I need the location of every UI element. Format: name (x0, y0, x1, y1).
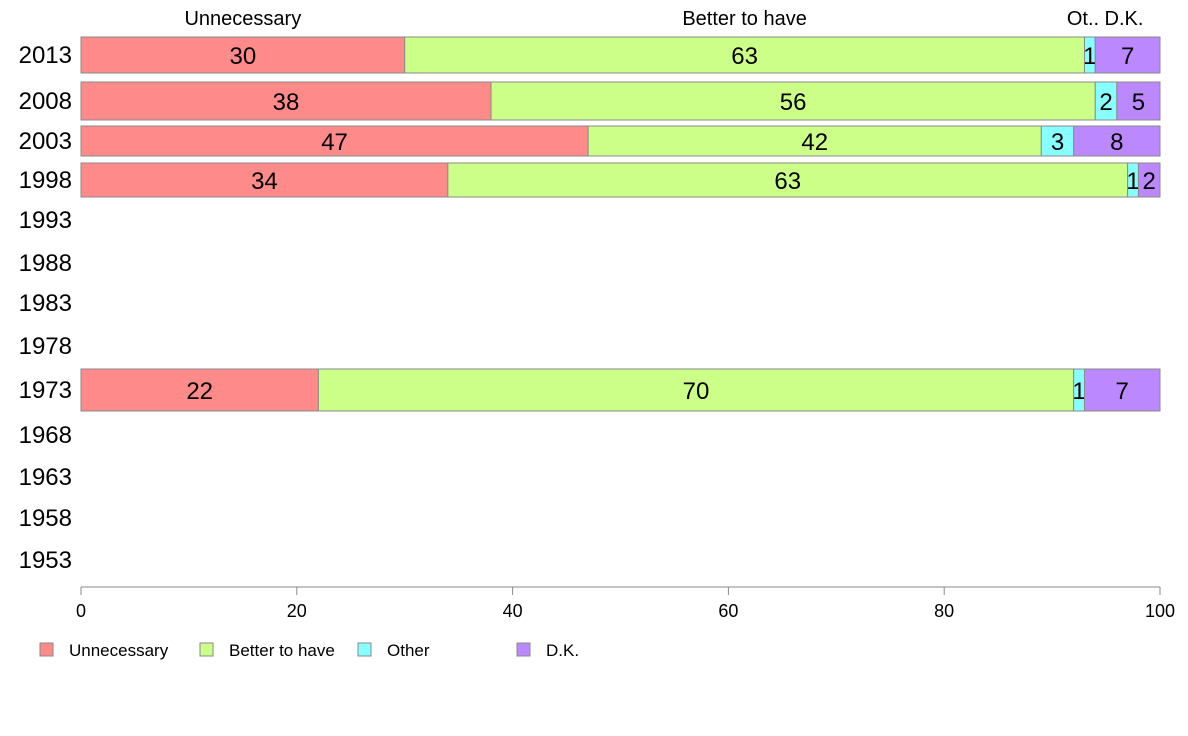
data-label-2008-other: 2 (1099, 89, 1112, 116)
data-label-1998-other: 1 (1126, 168, 1139, 195)
x-tick-label-60: 60 (718, 601, 738, 621)
category-label-1998: 1998 (19, 167, 72, 194)
bar-2008-d-k- (1116, 81, 1161, 121)
data-label-2003-unnecessary: 47 (321, 129, 348, 156)
data-label-1973-better-to-have: 70 (683, 378, 710, 405)
category-label-1993: 1993 (19, 207, 72, 234)
data-label-2013-d-k-: 7 (1121, 43, 1134, 70)
category-label-1963: 1963 (19, 464, 72, 491)
data-label-2008-better-to-have: 56 (780, 89, 807, 116)
data-label-2008-d-k-: 5 (1132, 89, 1145, 116)
category-label-1978: 1978 (19, 333, 72, 360)
top-label-1: Better to have (682, 8, 807, 30)
category-label-1973: 1973 (19, 377, 72, 404)
bar-1998-better-to-have (447, 162, 1129, 198)
category-label-1988: 1988 (19, 250, 72, 277)
data-label-2013-better-to-have: 63 (731, 43, 758, 70)
data-label-1973-d-k-: 7 (1116, 378, 1129, 405)
top-label-0: Unnecessary (184, 8, 301, 30)
legend-swatch-better-to-have (199, 642, 214, 657)
top-label-3: D.K. (1105, 8, 1144, 30)
data-label-1998-better-to-have: 63 (774, 168, 801, 195)
x-tick-label-100: 100 (1145, 601, 1175, 621)
legend-swatch-d-k- (516, 642, 531, 657)
bar-2003-better-to-have (587, 125, 1042, 157)
legend-swatch-other (357, 642, 372, 657)
data-label-1973-unnecessary: 22 (186, 378, 213, 405)
data-label-2008-unnecessary: 38 (273, 89, 300, 116)
bar-1973-better-to-have (317, 368, 1075, 412)
bar-1998-d-k- (1137, 162, 1161, 198)
data-label-1998-d-k-: 2 (1143, 168, 1156, 195)
category-label-1953: 1953 (19, 547, 72, 574)
x-tick-label-0: 0 (76, 601, 86, 621)
data-label-2003-d-k-: 8 (1110, 129, 1123, 156)
bar-2008-better-to-have (490, 81, 1096, 121)
legend-label-other: Other (387, 641, 430, 660)
data-label-1973-other: 1 (1072, 378, 1085, 405)
data-label-2003-other: 3 (1051, 129, 1064, 156)
bar-2003-unnecessary (80, 125, 589, 157)
bar-2013-d-k- (1094, 36, 1161, 74)
category-label-1958: 1958 (19, 505, 72, 532)
legend-label-d-k-: D.K. (546, 641, 579, 660)
data-label-2013-unnecessary: 30 (229, 43, 256, 70)
x-tick-label-40: 40 (503, 601, 523, 621)
bar-2003-d-k- (1073, 125, 1161, 157)
category-label-2003: 2003 (19, 128, 72, 155)
data-label-2003-better-to-have: 42 (801, 129, 828, 156)
category-label-1968: 1968 (19, 422, 72, 449)
legend-swatch-unnecessary (39, 642, 54, 657)
legend-label-better-to-have: Better to have (229, 641, 335, 660)
x-tick-label-20: 20 (287, 601, 307, 621)
data-label-1998-unnecessary: 34 (251, 168, 278, 195)
bar-1973-d-k- (1083, 368, 1161, 412)
top-label-2: Ot.. (1067, 8, 1099, 30)
category-label-2008: 2008 (19, 88, 72, 115)
category-label-2013: 2013 (19, 42, 72, 69)
category-label-1983: 1983 (19, 290, 72, 317)
data-label-2013-other: 1 (1083, 43, 1096, 70)
bar-2013-unnecessary (80, 36, 406, 74)
bar-2013-better-to-have (404, 36, 1085, 74)
legend-label-unnecessary: Unnecessary (69, 641, 169, 660)
bar-1998-unnecessary (80, 162, 449, 198)
x-tick-label-80: 80 (934, 601, 954, 621)
